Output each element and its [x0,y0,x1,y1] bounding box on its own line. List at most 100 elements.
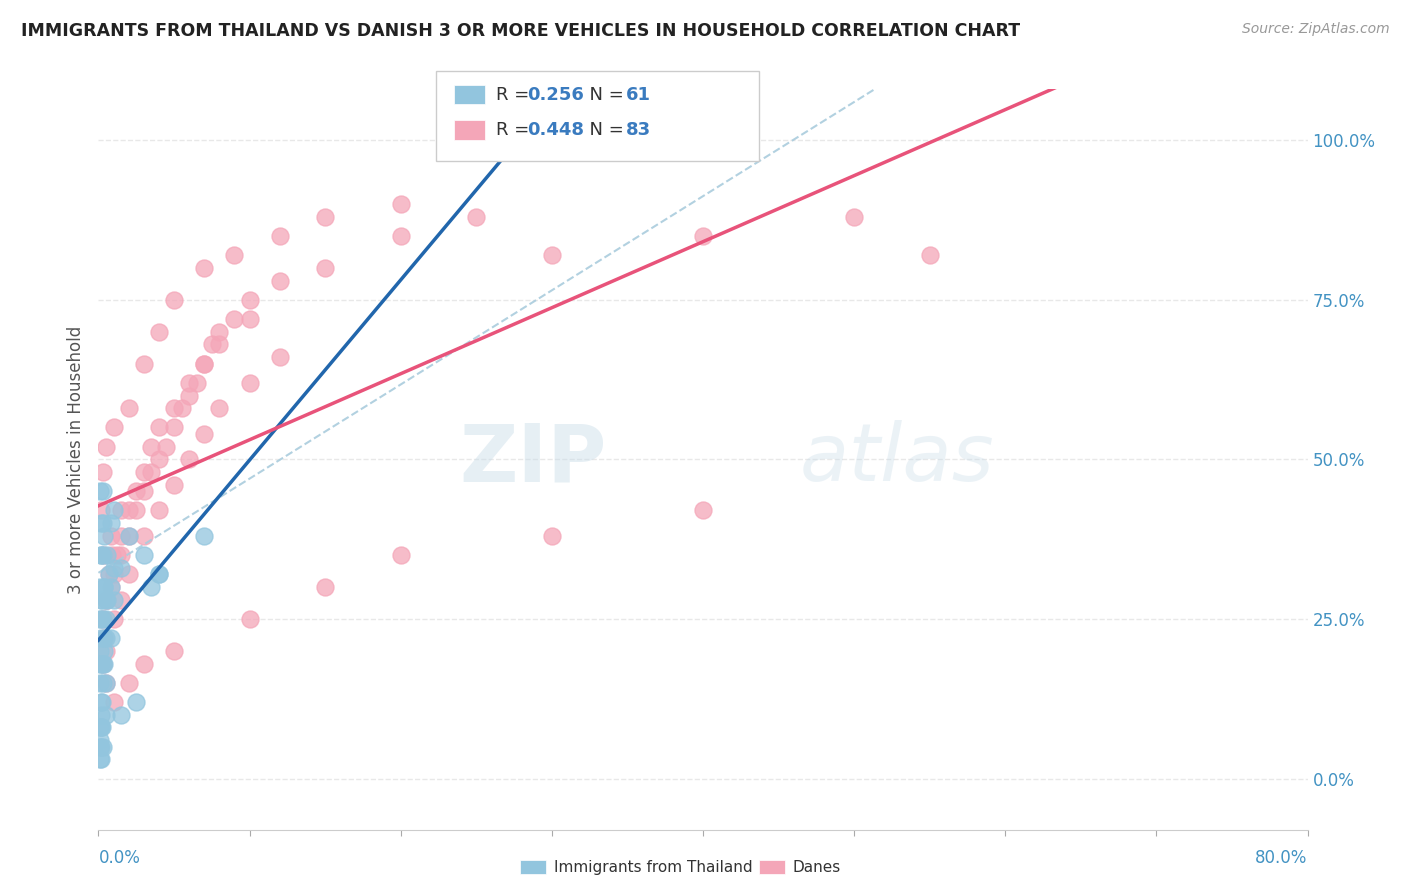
Point [692,503,714,517]
Point [89,752,111,766]
Text: N =: N = [578,121,630,139]
Point [148,325,170,339]
Point [239,312,262,326]
Point [118,401,141,416]
Point [118,675,141,690]
Point [98,567,121,582]
Point [224,312,246,326]
Point [269,229,291,244]
Point [89,657,111,671]
Point [90,657,112,671]
Point [148,567,170,582]
Text: 80.0%: 80.0% [1256,848,1308,867]
Point [90,752,112,766]
Point [94,631,117,645]
Text: R =: R = [496,86,536,103]
Point [91,739,114,754]
Point [141,440,163,454]
Point [90,592,112,607]
Point [132,357,155,371]
Point [93,657,115,671]
Point [94,592,117,607]
Point [314,580,336,594]
Point [89,612,111,626]
Point [94,440,117,454]
Point [132,484,155,499]
Point [90,695,112,709]
Point [91,548,114,562]
Point [105,548,128,562]
Point [103,420,125,434]
Point [465,210,488,224]
Point [91,516,114,531]
Point [193,357,215,371]
Point [208,325,231,339]
Point [201,337,224,351]
Point [90,548,112,562]
Point [110,561,132,575]
Point [100,580,122,594]
Point [89,739,111,754]
Point [163,420,186,434]
Point [118,529,141,543]
Text: N =: N = [578,86,630,103]
Point [239,376,262,390]
Point [148,452,170,467]
Text: 83: 83 [626,121,651,139]
Text: ZIP: ZIP [458,420,606,499]
Point [103,567,125,582]
Point [93,580,115,594]
Point [110,707,132,722]
Text: IMMIGRANTS FROM THAILAND VS DANISH 3 OR MORE VEHICLES IN HOUSEHOLD CORRELATION C: IMMIGRANTS FROM THAILAND VS DANISH 3 OR … [21,22,1021,40]
Point [132,548,155,562]
Point [91,592,114,607]
Point [239,612,262,626]
Point [100,529,122,543]
Point [90,631,112,645]
Point [132,657,155,671]
Point [101,548,124,562]
Text: Immigrants from Thailand: Immigrants from Thailand [554,860,752,874]
Point [125,503,148,517]
Point [91,657,114,671]
Point [103,561,125,575]
Text: R =: R = [496,121,536,139]
Point [89,675,111,690]
Point [96,548,118,562]
Point [148,420,170,434]
Point [100,580,122,594]
Point [389,197,412,211]
Point [208,337,231,351]
Point [90,612,112,626]
Point [179,452,201,467]
Point [844,210,866,224]
Point [918,248,941,262]
Point [148,567,170,582]
Point [155,440,177,454]
Point [94,675,117,690]
Point [141,465,163,479]
Point [90,516,112,531]
Point [239,293,262,307]
Point [163,478,186,492]
Point [89,644,111,658]
Point [89,484,111,499]
Point [93,631,115,645]
Point [93,529,115,543]
Point [125,484,148,499]
Text: Danes: Danes [793,860,841,874]
Point [170,401,193,416]
Point [163,293,186,307]
Point [110,529,132,543]
Point [118,503,141,517]
Point [90,548,112,562]
Point [179,376,201,390]
Point [93,631,115,645]
Point [132,465,155,479]
Point [90,707,112,722]
Point [314,210,336,224]
Point [110,548,132,562]
Point [91,612,114,626]
Text: 0.448: 0.448 [527,121,585,139]
Text: 0.256: 0.256 [527,86,583,103]
